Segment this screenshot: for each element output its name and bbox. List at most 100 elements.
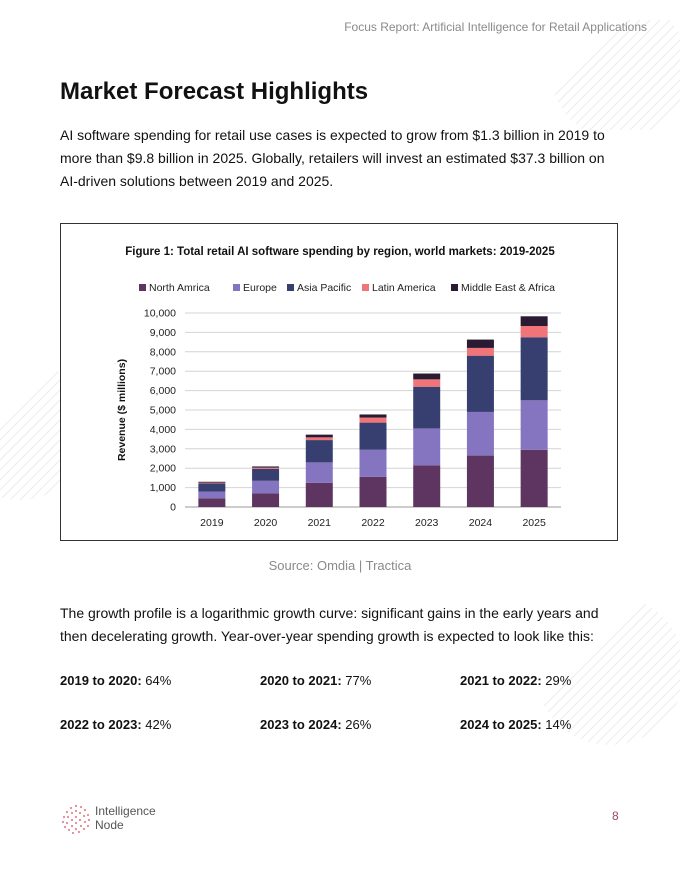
x-tick-label: 2020 bbox=[254, 517, 278, 529]
page-title: Market Forecast Highlights bbox=[60, 78, 369, 105]
bar-segment bbox=[359, 476, 387, 507]
y-tick-label: 5,000 bbox=[150, 405, 176, 417]
y-tick-label: 7,000 bbox=[150, 366, 176, 378]
bar-segment bbox=[359, 449, 387, 477]
stacked-bar-chart: Figure 1: Total retail AI software spend… bbox=[116, 246, 561, 529]
bar-segment bbox=[359, 422, 387, 450]
bar-segment bbox=[198, 498, 226, 507]
growth-stat: 2024 to 2025: 14% bbox=[460, 717, 571, 732]
growth-stat-value: 77% bbox=[345, 673, 372, 688]
x-tick-label: 2024 bbox=[469, 517, 493, 529]
intro-paragraph: AI software spending for retail use case… bbox=[60, 124, 620, 193]
report-header: Focus Report: Artificial Intelligence fo… bbox=[344, 20, 647, 34]
bar-segment bbox=[520, 449, 548, 507]
bar-segment bbox=[413, 386, 441, 429]
legend-label: Europe bbox=[243, 282, 277, 294]
bar-segment bbox=[413, 428, 441, 466]
bar-segment bbox=[520, 316, 548, 326]
x-tick-label: 2025 bbox=[522, 517, 546, 529]
growth-stat-label: 2024 to 2025: bbox=[460, 717, 542, 732]
bar-segment bbox=[520, 337, 548, 401]
bar-segment bbox=[305, 440, 333, 463]
page-number: 8 bbox=[612, 809, 619, 823]
growth-stat: 2021 to 2022: 29% bbox=[460, 673, 571, 688]
legend-swatch bbox=[233, 284, 240, 291]
bar-segment bbox=[305, 462, 333, 483]
company-logo-text: Intelligence Node bbox=[95, 804, 156, 832]
growth-stat-label: 2019 to 2020: bbox=[60, 673, 142, 688]
bar-segment bbox=[252, 493, 280, 507]
bar-segment bbox=[198, 481, 226, 483]
bar-segment bbox=[359, 414, 387, 418]
bar-segment bbox=[198, 483, 226, 492]
bar-segment bbox=[413, 465, 441, 507]
bar-segment bbox=[520, 400, 548, 450]
growth-stat-value: 42% bbox=[145, 717, 172, 732]
y-axis-label: Revenue ($ millions) bbox=[116, 359, 128, 461]
intro-line: AI-driven solutions between 2019 and 202… bbox=[60, 173, 334, 189]
bar-segment bbox=[413, 373, 441, 380]
bar-segment bbox=[198, 482, 226, 484]
company-logo-icon bbox=[61, 804, 91, 835]
y-tick-label: 3,000 bbox=[150, 443, 176, 455]
bar-segment bbox=[466, 411, 494, 456]
intro-line: more than $9.8 billion in 2025. Globally… bbox=[60, 150, 605, 166]
legend-swatch bbox=[287, 284, 294, 291]
growth-stat-value: 14% bbox=[545, 717, 572, 732]
growth-stat-label: 2020 to 2021: bbox=[260, 673, 342, 688]
legend-label: Asia Pacific bbox=[297, 282, 351, 294]
y-tick-label: 0 bbox=[170, 502, 176, 514]
y-tick-label: 10,000 bbox=[144, 308, 176, 320]
chart-source: Source: Omdia | Tractica bbox=[268, 558, 412, 573]
growth-stat: 2019 to 2020: 64% bbox=[60, 673, 171, 688]
growth-description: The growth profile is a logarithmic grow… bbox=[60, 602, 620, 648]
logo-line: Intelligence bbox=[95, 804, 156, 818]
bar-segment bbox=[466, 455, 494, 507]
bar-segment bbox=[520, 325, 548, 338]
growth-stat: 2020 to 2021: 77% bbox=[260, 673, 371, 688]
growth-stat-value: 29% bbox=[545, 673, 572, 688]
y-tick-label: 1,000 bbox=[150, 482, 176, 494]
legend-label: Latin America bbox=[372, 282, 436, 294]
legend-label: North Amrica bbox=[149, 282, 210, 294]
growth-line: then decelerating growth. Year-over-year… bbox=[60, 628, 594, 644]
legend-swatch bbox=[451, 284, 458, 291]
bar-segment bbox=[466, 339, 494, 348]
bar-segment bbox=[198, 491, 226, 499]
growth-stat-value: 64% bbox=[145, 673, 172, 688]
legend-label: Middle East & Africa bbox=[461, 282, 555, 294]
bar-segment bbox=[252, 466, 280, 468]
chart-figure: Figure 1: Total retail AI software spend… bbox=[60, 223, 618, 541]
y-tick-label: 4,000 bbox=[150, 424, 176, 436]
growth-stat-value: 26% bbox=[345, 717, 372, 732]
bar-segment bbox=[252, 468, 280, 481]
legend-swatch bbox=[139, 284, 146, 291]
bar-segment bbox=[466, 355, 494, 412]
growth-stat-label: 2023 to 2024: bbox=[260, 717, 342, 732]
y-tick-label: 2,000 bbox=[150, 463, 176, 475]
y-tick-label: 8,000 bbox=[150, 346, 176, 358]
x-tick-label: 2023 bbox=[415, 517, 439, 529]
x-tick-label: 2021 bbox=[308, 517, 332, 529]
legend-swatch bbox=[362, 284, 369, 291]
y-tick-label: 6,000 bbox=[150, 385, 176, 397]
x-tick-label: 2019 bbox=[200, 517, 224, 529]
growth-stat-label: 2021 to 2022: bbox=[460, 673, 542, 688]
bar-segment bbox=[305, 437, 333, 441]
chart-title: Figure 1: Total retail AI software spend… bbox=[125, 246, 555, 258]
growth-stat-label: 2022 to 2023: bbox=[60, 717, 142, 732]
bar-segment bbox=[466, 347, 494, 356]
bar-segment bbox=[252, 467, 280, 469]
bar-segment bbox=[413, 379, 441, 387]
bar-segment bbox=[305, 482, 333, 507]
growth-stat: 2022 to 2023: 42% bbox=[60, 717, 171, 732]
logo-line: Node bbox=[95, 818, 124, 832]
intro-line: AI software spending for retail use case… bbox=[60, 127, 605, 143]
bar-segment bbox=[252, 480, 280, 494]
bar-segment bbox=[305, 434, 333, 438]
bar-segment bbox=[359, 417, 387, 423]
growth-stat: 2023 to 2024: 26% bbox=[260, 717, 371, 732]
y-tick-label: 9,000 bbox=[150, 327, 176, 339]
x-tick-label: 2022 bbox=[361, 517, 385, 529]
growth-line: The growth profile is a logarithmic grow… bbox=[60, 605, 599, 621]
